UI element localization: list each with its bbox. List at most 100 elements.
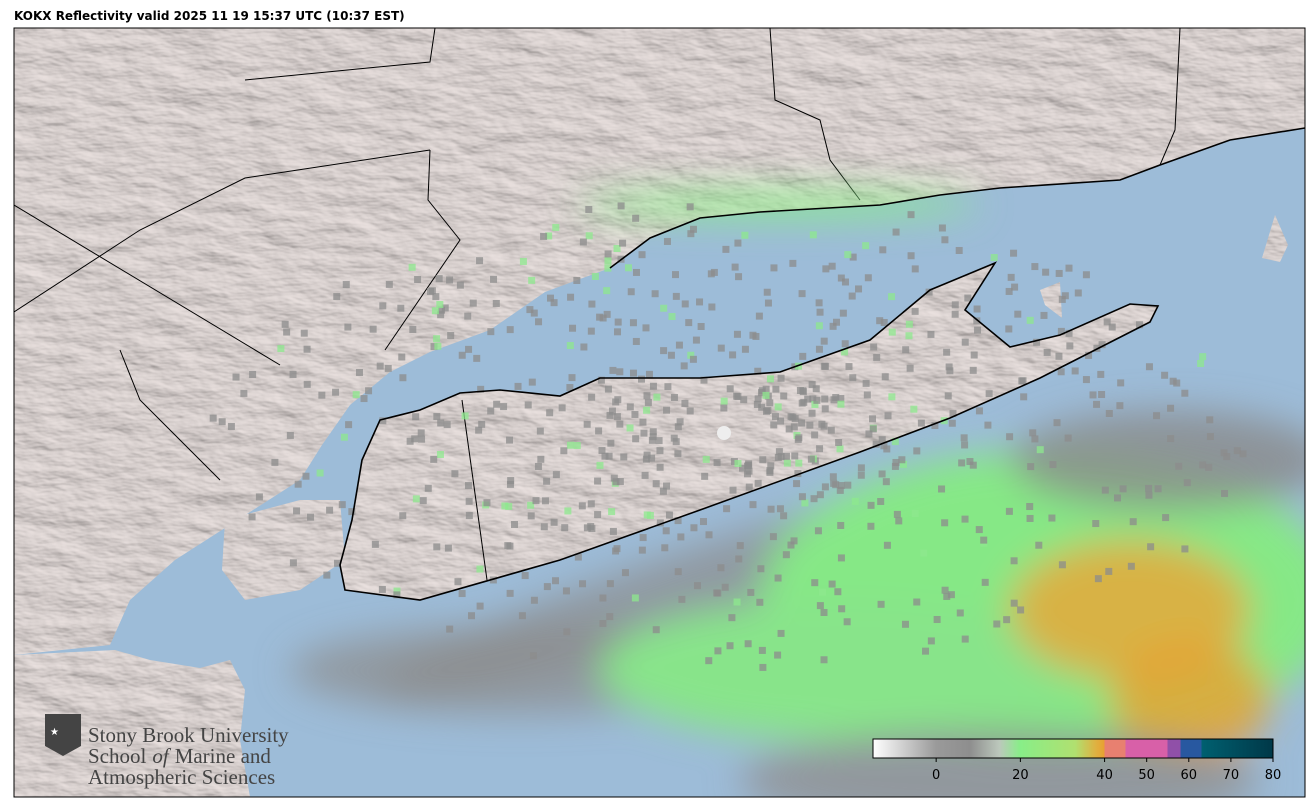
echo-pixel — [1119, 485, 1127, 493]
echo-pixel — [562, 587, 570, 595]
echo-pixel — [1161, 371, 1169, 379]
echo-pixel — [832, 318, 840, 326]
echo-pixel — [791, 415, 799, 423]
echo-pixel — [433, 335, 441, 343]
echo-pixel — [609, 366, 617, 374]
echo-pixel — [579, 580, 587, 588]
echo-pixel — [878, 436, 886, 444]
echo-pixel — [745, 483, 753, 491]
speckle — [209, 202, 1247, 671]
echo-pixel — [1092, 520, 1100, 528]
echo-pixel — [763, 288, 771, 296]
echo-pixel — [756, 598, 764, 606]
echo-pixel — [412, 413, 420, 421]
echo-pixel — [573, 276, 581, 284]
echo-pixel — [879, 246, 887, 254]
echo-pixel — [1089, 391, 1097, 399]
radar-site — [717, 426, 731, 440]
echo-pixel — [762, 385, 770, 393]
echo-pixel — [881, 373, 889, 381]
echo-pixel — [753, 401, 761, 409]
echo-pixel — [893, 510, 901, 518]
echo-pixel — [1105, 567, 1113, 575]
echo-pixel — [376, 362, 384, 370]
echo-pixel — [528, 378, 536, 386]
echo-pixel — [795, 459, 803, 467]
echo-pixel — [849, 374, 857, 382]
echo-pixel — [649, 433, 657, 441]
colorbar-tick-label: 60 — [1181, 768, 1198, 783]
echo-pixel — [307, 513, 315, 521]
echo-pixel — [1019, 377, 1027, 385]
echo-pixel — [816, 445, 824, 453]
echo-pixel — [837, 400, 845, 408]
echo-pixel — [430, 455, 438, 463]
echo-pixel — [717, 564, 725, 572]
echo-pixel — [777, 374, 785, 382]
echo-pixel — [857, 471, 865, 479]
echo-pixel — [741, 231, 749, 239]
echo-pixel — [829, 473, 837, 481]
echo-pixel — [464, 482, 472, 490]
echo-pixel — [927, 637, 935, 645]
echo-pixel — [631, 410, 639, 418]
frame — [13, 27, 1306, 798]
echo-pixel — [209, 414, 217, 422]
echo-pixel — [973, 317, 981, 325]
echo-pixel — [1183, 479, 1191, 487]
echo-pixel — [720, 397, 728, 405]
logo: ★ Stony Brook University School of Marine … — [45, 714, 289, 789]
echo-pixel — [616, 420, 624, 428]
echo-pixel — [931, 422, 939, 430]
echo-pixel — [961, 635, 969, 643]
echo-pixel — [713, 459, 721, 467]
echo-pixel — [271, 458, 279, 466]
echo-pixel — [552, 577, 560, 585]
echo-pixel — [437, 306, 445, 314]
echo-pixel — [456, 281, 464, 289]
echo-pixel — [563, 628, 571, 636]
echo-pixel — [1145, 491, 1153, 499]
echo-pixel — [599, 620, 607, 628]
echo-pixel — [585, 232, 593, 240]
echo-pixel — [726, 385, 734, 393]
echo-pixel — [1005, 325, 1013, 333]
echo-pixel — [603, 287, 611, 295]
echo-pixel — [911, 307, 919, 315]
colorbar-tick-label: 50 — [1138, 768, 1155, 783]
echo-pixel — [969, 461, 977, 469]
echo-pixel — [303, 380, 311, 388]
echo-pixel — [828, 262, 836, 270]
echo-pixel — [661, 544, 669, 552]
echo-pixel — [832, 393, 840, 401]
echo-pixel — [793, 480, 801, 488]
echo-pixel — [464, 312, 472, 320]
echo-pixel — [574, 553, 582, 561]
echo-pixel — [1057, 368, 1065, 376]
echo-pixel — [815, 299, 823, 307]
echo-pixel — [674, 450, 682, 458]
echo-pixel — [1031, 263, 1039, 271]
echo-pixel — [777, 629, 785, 637]
echo-pixel — [653, 393, 661, 401]
echo-pixel — [964, 294, 972, 302]
echo-pixel — [829, 322, 837, 330]
echo-pixel — [606, 411, 614, 419]
echo-pixel — [821, 483, 829, 491]
echo-pixel — [808, 381, 816, 389]
echo-pixel — [419, 497, 427, 505]
echo-pixel — [1026, 514, 1034, 522]
echo-pixel — [1085, 351, 1093, 359]
echo-pixel — [678, 595, 686, 603]
echo-pixel — [780, 512, 788, 520]
echo-pixel — [946, 367, 954, 375]
echo-pixel — [943, 348, 951, 356]
echo-pixel — [722, 245, 730, 253]
echo-pixel — [735, 555, 743, 563]
echo-pixel — [729, 486, 737, 494]
echo-pixel — [1220, 449, 1228, 457]
echo-pixel — [944, 392, 952, 400]
echo-pixel — [379, 417, 387, 425]
echo-pixel — [888, 328, 896, 336]
echo-pixel — [333, 293, 341, 301]
